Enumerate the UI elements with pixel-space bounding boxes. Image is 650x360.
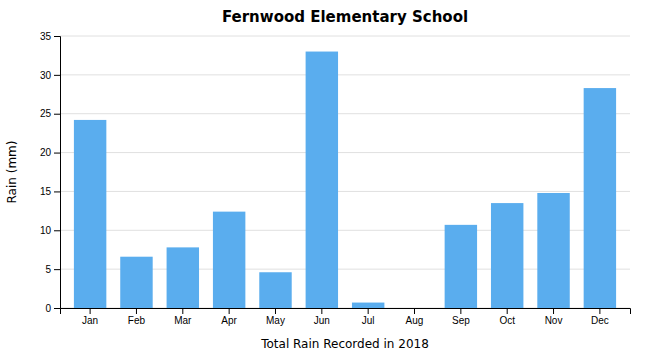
grid-line — [60, 74, 630, 75]
x-tick-mark — [90, 308, 91, 314]
bar — [167, 247, 199, 308]
y-axis-line — [54, 37, 61, 309]
x-tick-label: Apr — [221, 315, 237, 326]
title: Fernwood Elementary School — [222, 8, 468, 26]
y-tick-mark — [54, 191, 60, 192]
x-tick-mark — [553, 308, 554, 314]
x-tick: Jul — [362, 308, 375, 326]
x-tick-label: Dec — [591, 315, 609, 326]
y-axis-title: Rain (mm) — [5, 141, 19, 204]
y-axis: 0 5 10 15 20 25 30 35 — [40, 31, 61, 314]
bar — [213, 212, 245, 308]
x-tick-mark — [599, 308, 600, 314]
bar — [398, 308, 430, 309]
x-tick-label: Jun — [314, 315, 330, 326]
x-tick-label: Sep — [452, 315, 470, 326]
grid-line — [60, 152, 630, 153]
bar — [120, 257, 152, 308]
bar — [445, 225, 477, 308]
x-tick: Apr — [221, 308, 237, 326]
y-tick-mark — [54, 269, 60, 270]
y-tick-mark — [54, 36, 60, 37]
x-axis-title: Total Rain Recorded in 2018 — [260, 337, 429, 351]
x-tick: Sep — [452, 308, 470, 326]
grid-line — [60, 36, 630, 37]
x-tick-mark — [229, 308, 230, 314]
bar — [537, 193, 569, 308]
bar — [259, 272, 291, 308]
y-tick-label: 25 — [40, 108, 52, 119]
x-tick: Mar — [174, 308, 192, 326]
x-tick-mark — [136, 308, 137, 314]
bar — [491, 203, 523, 308]
x-tick-label: Jan — [82, 315, 98, 326]
x-tick-label: Mar — [174, 315, 192, 326]
x-tick-mark — [275, 308, 276, 314]
x-tick: Aug — [406, 308, 424, 326]
y-tick-label: 30 — [40, 70, 52, 81]
x-tick-mark — [182, 308, 183, 314]
grid-line — [60, 113, 630, 114]
bars — [74, 52, 616, 308]
y-tick: 25 — [40, 108, 60, 119]
x-tick: Jun — [314, 308, 330, 326]
y-tick: 35 — [40, 31, 60, 42]
x-tick-label: Aug — [406, 315, 424, 326]
grid — [60, 36, 630, 308]
x-tick: Dec — [591, 308, 609, 326]
y-tick: 5 — [45, 264, 60, 275]
x-tick-label: Feb — [128, 315, 146, 326]
x-axis-line — [61, 309, 631, 315]
y-tick-mark — [54, 114, 60, 115]
x-tick: May — [266, 308, 285, 326]
y-tick-mark — [54, 153, 60, 154]
x-tick-label: Nov — [545, 315, 563, 326]
x-tick-mark — [368, 308, 369, 314]
x-tick-label: Oct — [499, 315, 515, 326]
x-tick-mark — [507, 308, 508, 314]
y-tick: 0 — [45, 303, 60, 314]
y-tick-mark — [54, 230, 60, 231]
y-tick-label: 10 — [40, 225, 52, 236]
x-axis: Jan Feb Mar Apr May Jun Jul Aug Sep Oct Nov Dec — [61, 308, 631, 326]
y-tick: 15 — [40, 186, 60, 197]
bar — [74, 120, 106, 308]
y-tick-label: 35 — [40, 31, 52, 42]
plot-area: Jan Feb Mar Apr May Jun Jul Aug Sep Oct Nov Dec 0 5 10… — [40, 31, 631, 326]
bar — [352, 303, 384, 308]
x-tick: Nov — [545, 308, 563, 326]
x-tick-mark — [321, 308, 322, 314]
x-tick-mark — [414, 308, 415, 314]
y-tick-label: 20 — [40, 147, 52, 158]
x-tick: Feb — [128, 308, 146, 326]
x-tick: Oct — [499, 308, 515, 326]
y-tick-label: 0 — [45, 303, 51, 314]
y-tick-mark — [54, 75, 60, 76]
x-tick: Jan — [82, 308, 98, 326]
chart: Jan Feb Mar Apr May Jun Jul Aug Sep Oct Nov Dec 0 5 10… — [0, 0, 650, 360]
y-tick-label: 15 — [40, 186, 52, 197]
grid-line — [60, 191, 630, 192]
x-tick-label: Jul — [362, 315, 375, 326]
y-tick: 20 — [40, 147, 60, 158]
y-tick-label: 5 — [45, 264, 51, 275]
bar — [584, 88, 616, 308]
y-tick: 30 — [40, 70, 60, 81]
y-tick-mark — [54, 308, 60, 309]
x-tick-label: May — [266, 315, 285, 326]
y-tick: 10 — [40, 225, 60, 236]
x-tick-mark — [460, 308, 461, 314]
bar — [306, 52, 338, 308]
